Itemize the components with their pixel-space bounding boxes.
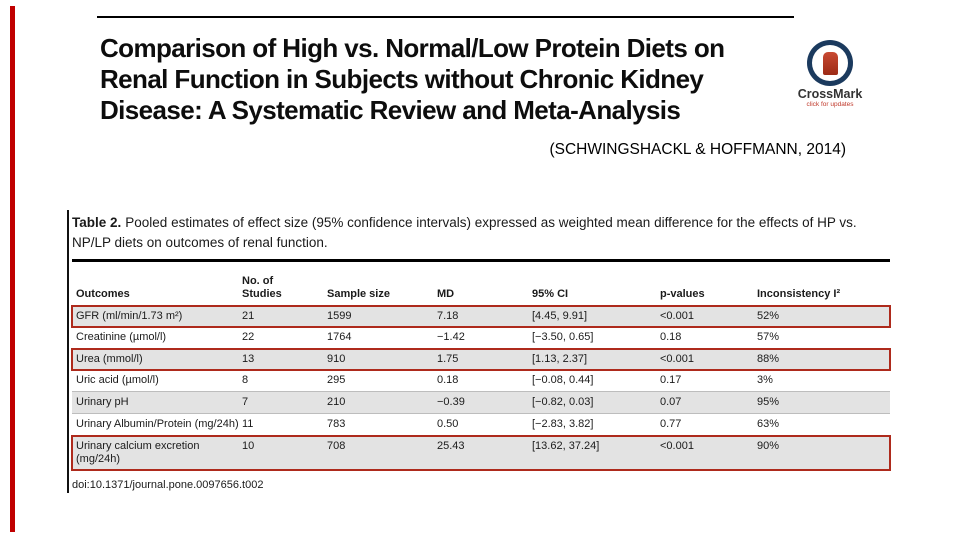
cell-i2: 88% xyxy=(757,353,780,366)
cell-md: 25.43 xyxy=(437,440,465,453)
cell-md: 0.50 xyxy=(437,418,459,431)
table-row-creatinine: Creatinine (µmol/l) 22 1764 −1.42 [−3.50… xyxy=(72,327,890,350)
col-header-95-ci: 95% CI xyxy=(532,288,569,301)
doi-text: doi:10.1371/journal.pone.0097656.t002 xyxy=(72,479,264,492)
table-caption-text: Pooled estimates of effect size (95% con… xyxy=(72,215,857,250)
cell-studies: 13 xyxy=(242,353,255,366)
cell-md: 0.18 xyxy=(437,374,459,387)
cell-studies: 7 xyxy=(242,396,249,409)
cell-md: 7.18 xyxy=(437,310,459,323)
col-header-sample-size: Sample size xyxy=(327,288,390,301)
crossmark-bookmark-icon xyxy=(822,51,838,75)
cell-studies: 21 xyxy=(242,310,255,323)
table-header-row: Outcomes No. of Studies Sample size MD 9… xyxy=(72,275,890,306)
cell-sample-size: 1599 xyxy=(327,310,352,323)
cell-p-value: <0.001 xyxy=(660,440,694,453)
cell-p-value: 0.17 xyxy=(660,374,682,387)
crossmark-logo-ring xyxy=(812,45,848,81)
citation-text: (SCHWINGSHACKL & HOFFMANN, 2014) xyxy=(549,141,846,158)
col-header-no-of-studies: No. of Studies xyxy=(242,275,282,301)
title-top-rule xyxy=(97,16,794,18)
cell-p-value: <0.001 xyxy=(660,310,694,323)
col-header-md: MD xyxy=(437,288,455,301)
table-caption-label: Table 2. xyxy=(72,215,122,230)
table-row-gfr: GFR (ml/min/1.73 m²) 21 1599 7.18 [4.45,… xyxy=(71,305,891,329)
cell-p-value: 0.77 xyxy=(660,418,682,431)
table-caption: Table 2. Pooled estimates of effect size … xyxy=(72,213,874,252)
cell-p-value: <0.001 xyxy=(660,353,694,366)
cell-sample-size: 1764 xyxy=(327,331,352,344)
cell-i2: 52% xyxy=(757,310,780,323)
cell-ci: [4.45, 9.91] xyxy=(532,310,588,323)
col-header-outcomes: Outcomes xyxy=(76,288,130,301)
col-header-p-values: p-values xyxy=(660,288,705,301)
cell-outcome: Urinary Albumin/Protein (mg/24h) xyxy=(76,418,239,431)
cell-outcome: Urinary calcium excretion (mg/24h) xyxy=(76,440,200,466)
cell-ci: [1.13, 2.37] xyxy=(532,353,588,366)
article-title-line: Comparison of High vs. Normal/Low Protei… xyxy=(100,33,725,63)
cell-md: 1.75 xyxy=(437,353,459,366)
cell-studies: 8 xyxy=(242,374,249,387)
cell-ci: [−2.83, 3.82] xyxy=(532,418,594,431)
table-row-urinary-ph: Urinary pH 7 210 −0.39 [−0.82, 0.03] 0.0… xyxy=(72,392,890,415)
article-title: Comparison of High vs. Normal/Low Protei… xyxy=(100,33,820,126)
cell-i2: 57% xyxy=(757,331,780,344)
cell-i2: 90% xyxy=(757,440,780,453)
cell-ci: [13.62, 37.24] xyxy=(532,440,600,453)
cell-md: −1.42 xyxy=(437,331,465,344)
caption-divider-rule xyxy=(72,259,890,263)
crossmark-logo-icon xyxy=(807,40,853,86)
crossmark-badge: CrossMark click for updates xyxy=(796,40,864,108)
cell-ci: [−0.82, 0.03] xyxy=(532,396,594,409)
cell-sample-size: 295 xyxy=(327,374,346,387)
cell-studies: 10 xyxy=(242,440,255,453)
cell-i2: 63% xyxy=(757,418,780,431)
cell-p-value: 0.18 xyxy=(660,331,682,344)
cell-p-value: 0.07 xyxy=(660,396,682,409)
article-title-line: Renal Function in Subjects without Chron… xyxy=(100,64,704,94)
cell-i2: 3% xyxy=(757,374,773,387)
crossmark-tagline: click for updates xyxy=(806,101,854,108)
cell-ci: [−3.50, 0.65] xyxy=(532,331,594,344)
table-row-uric-acid: Uric acid (µmol/l) 8 295 0.18 [−0.08, 0.… xyxy=(72,370,890,393)
cell-outcome: GFR (ml/min/1.73 m²) xyxy=(76,310,183,323)
article-title-line: Disease: A Systematic Review and Meta-An… xyxy=(100,95,681,125)
cell-i2: 95% xyxy=(757,396,780,409)
table-row-urea: Urea (mmol/l) 13 910 1.75 [1.13, 2.37] <… xyxy=(71,348,891,372)
table-panel: Table 2. Pooled estimates of effect size … xyxy=(67,210,898,494)
table-row-urinary-calcium: Urinary calcium excretion (mg/24h) 10 70… xyxy=(71,435,891,472)
cell-sample-size: 210 xyxy=(327,396,346,409)
table-row-urinary-albumin: Urinary Albumin/Protein (mg/24h) 11 783 … xyxy=(72,414,890,437)
cell-sample-size: 708 xyxy=(327,440,346,453)
left-accent-bar xyxy=(10,6,15,532)
cell-md: −0.39 xyxy=(437,396,465,409)
cell-sample-size: 783 xyxy=(327,418,346,431)
cell-outcome: Urinary pH xyxy=(76,396,129,409)
cell-ci: [−0.08, 0.44] xyxy=(532,374,594,387)
cell-outcome: Creatinine (µmol/l) xyxy=(76,331,167,344)
cell-studies: 22 xyxy=(242,331,255,344)
crossmark-wordmark: CrossMark xyxy=(797,87,863,101)
col-header-inconsistency: Inconsistency I² xyxy=(757,288,841,301)
cell-studies: 11 xyxy=(242,418,254,431)
cell-sample-size: 910 xyxy=(327,353,346,366)
cell-outcome: Uric acid (µmol/l) xyxy=(76,374,159,387)
cell-outcome: Urea (mmol/l) xyxy=(76,353,143,366)
